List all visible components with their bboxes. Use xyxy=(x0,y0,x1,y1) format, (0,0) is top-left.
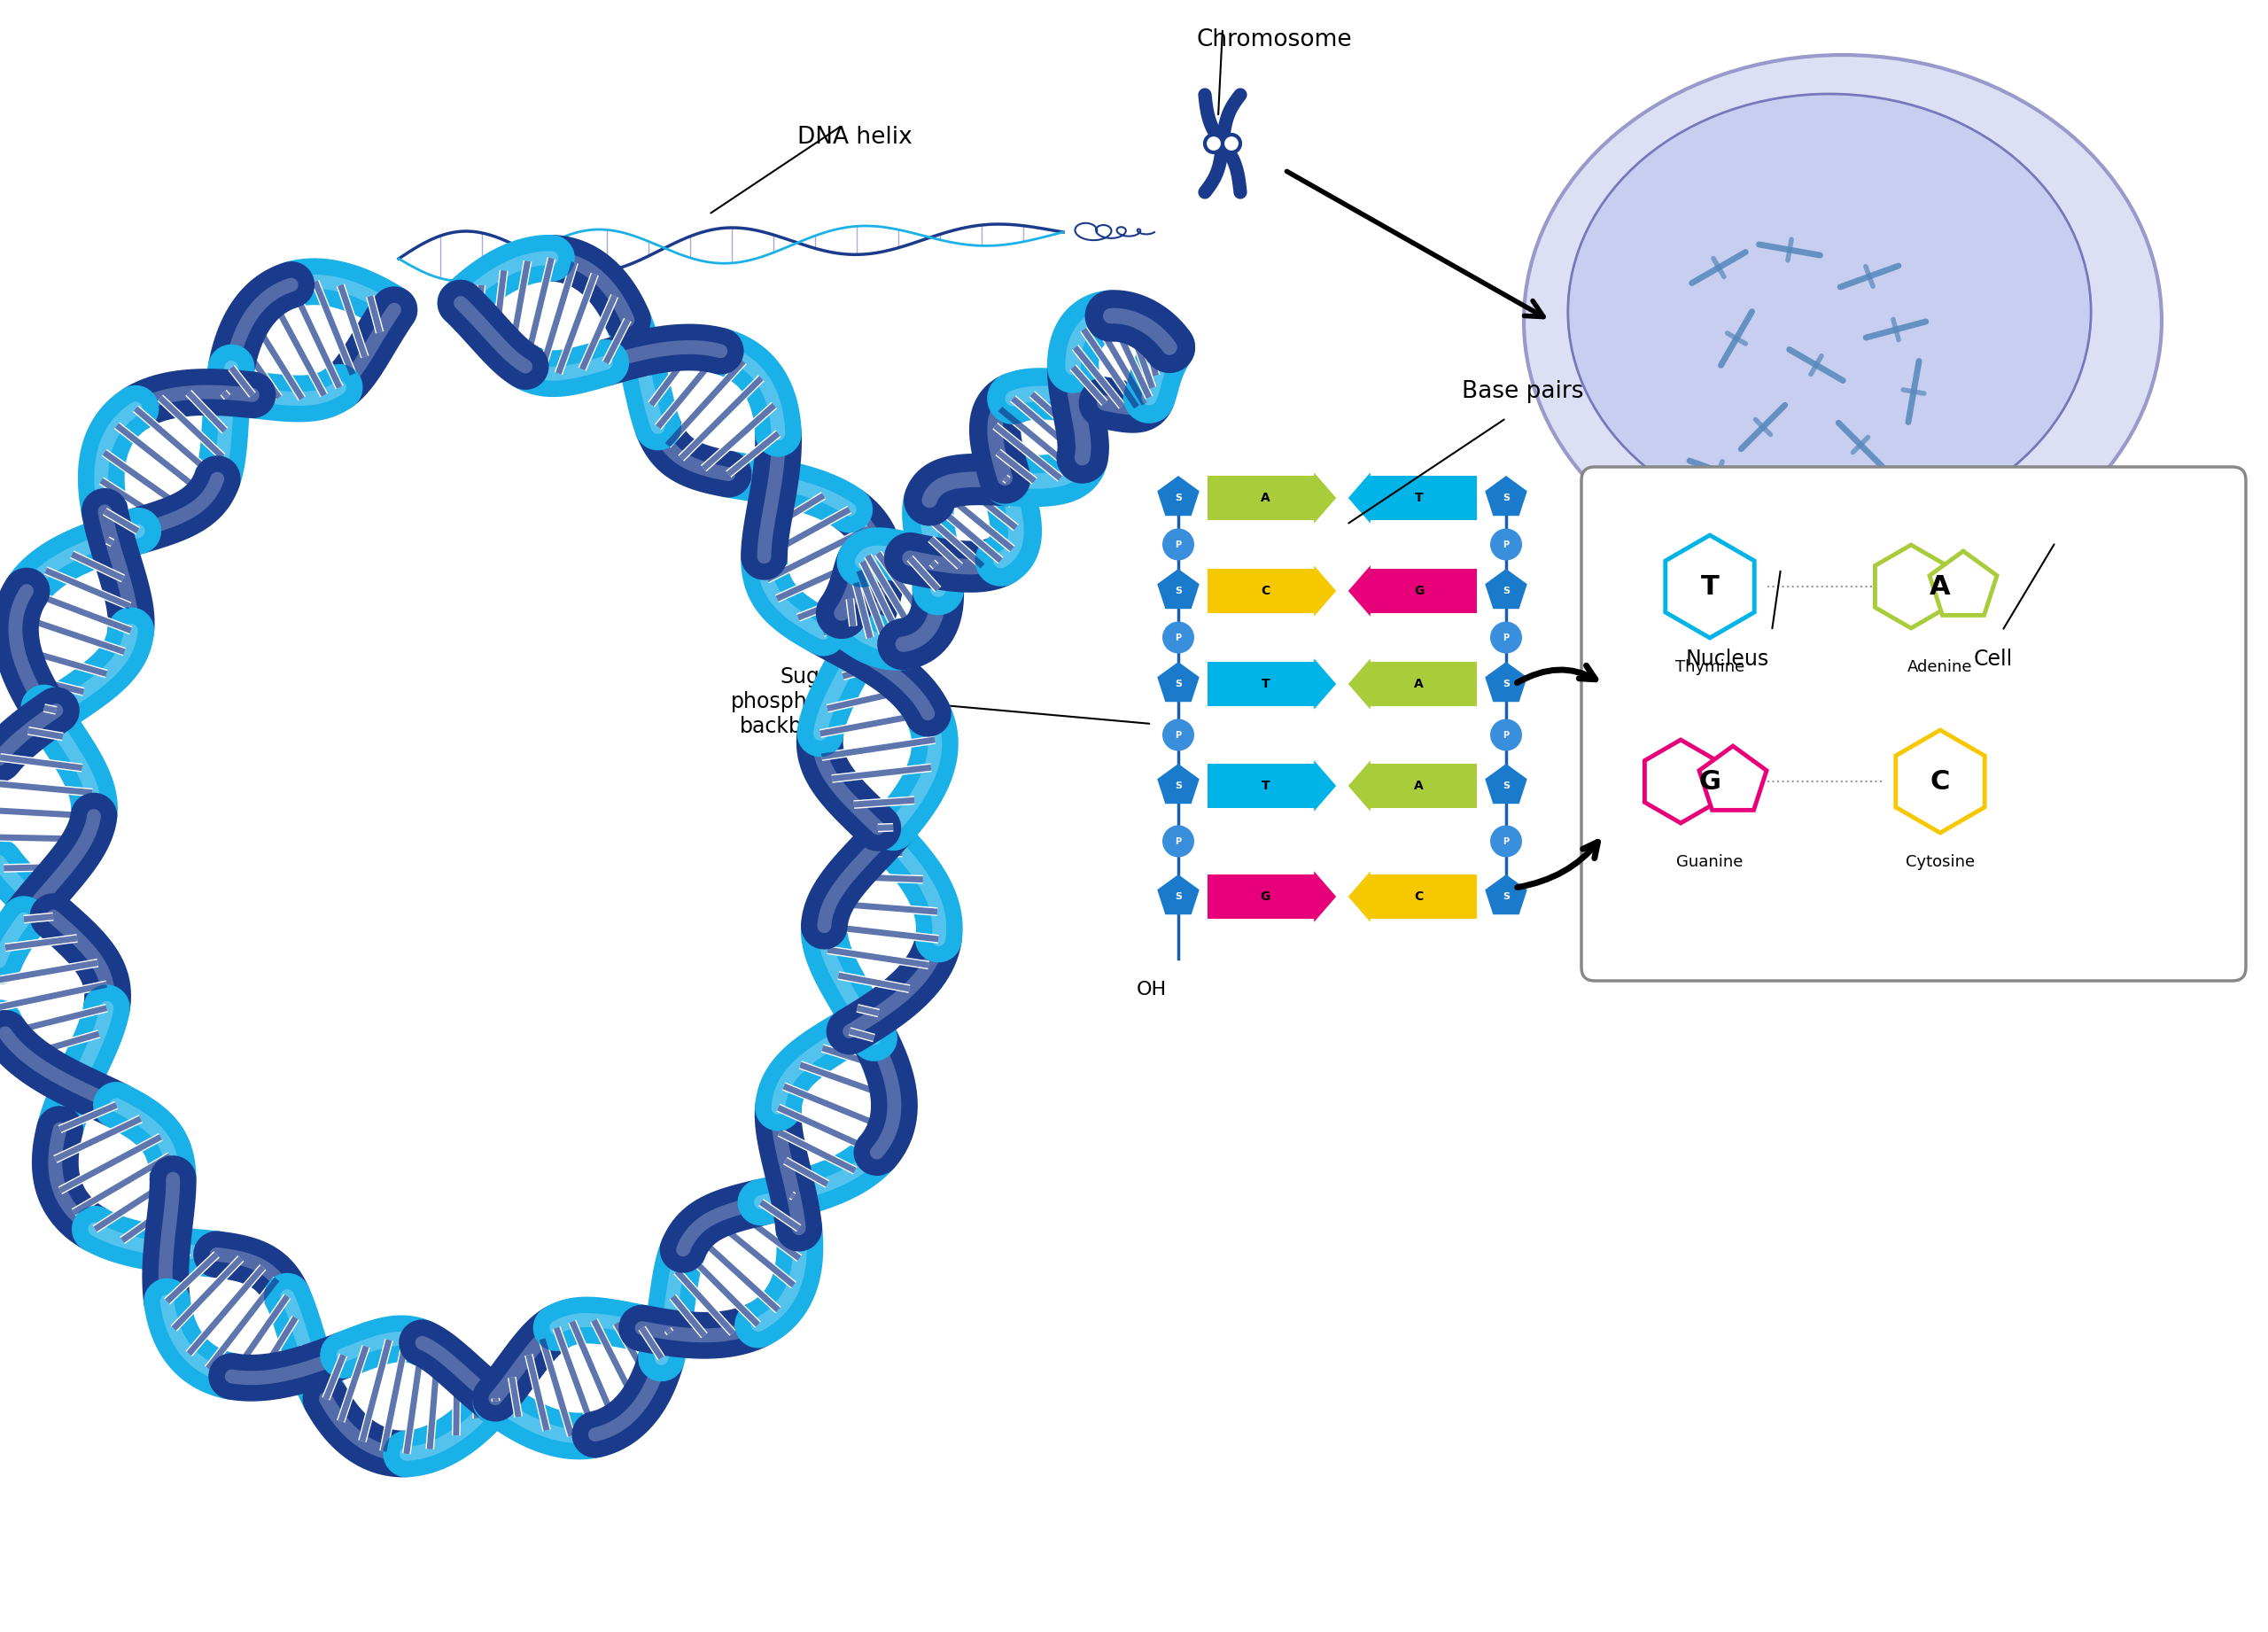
Text: S: S xyxy=(1175,782,1182,790)
Text: P: P xyxy=(1175,633,1182,641)
Polygon shape xyxy=(1486,764,1526,805)
FancyArrow shape xyxy=(1207,871,1336,922)
Text: S: S xyxy=(1504,782,1510,790)
Text: P: P xyxy=(1175,837,1182,845)
Text: Nucleus: Nucleus xyxy=(1685,648,1769,669)
Circle shape xyxy=(1163,720,1195,751)
FancyArrow shape xyxy=(1347,472,1476,524)
Circle shape xyxy=(1163,622,1195,653)
Text: Cell: Cell xyxy=(1973,648,2014,669)
Polygon shape xyxy=(1157,570,1200,609)
Text: G: G xyxy=(1261,891,1270,902)
Text: A: A xyxy=(1415,780,1424,792)
Text: Base pairs: Base pairs xyxy=(1463,380,1583,403)
Text: P: P xyxy=(1175,540,1182,548)
Text: Cytosine: Cytosine xyxy=(1905,854,1975,870)
Circle shape xyxy=(1490,826,1522,857)
FancyArrow shape xyxy=(1207,472,1336,524)
Text: G: G xyxy=(1413,584,1424,597)
Text: P: P xyxy=(1504,731,1508,739)
Text: OH: OH xyxy=(1136,981,1166,999)
Text: Adenine: Adenine xyxy=(1907,659,1973,676)
Text: DNA helix: DNA helix xyxy=(798,126,912,149)
Text: P: P xyxy=(1504,540,1508,548)
FancyArrow shape xyxy=(1347,565,1476,617)
Polygon shape xyxy=(1157,875,1200,914)
Circle shape xyxy=(1163,529,1195,560)
Text: C: C xyxy=(1930,769,1950,795)
FancyArrow shape xyxy=(1347,761,1476,811)
Circle shape xyxy=(1490,720,1522,751)
Text: T: T xyxy=(1261,780,1270,792)
Polygon shape xyxy=(1157,477,1200,516)
FancyArrow shape xyxy=(1207,761,1336,811)
Polygon shape xyxy=(1896,730,1984,832)
FancyArrow shape xyxy=(1207,659,1336,710)
Text: C: C xyxy=(1415,891,1424,902)
Polygon shape xyxy=(1930,552,1996,615)
Text: P: P xyxy=(1175,731,1182,739)
Text: S: S xyxy=(1175,893,1182,901)
Polygon shape xyxy=(1644,739,1717,823)
Text: Guanine: Guanine xyxy=(1676,854,1744,870)
Circle shape xyxy=(1204,135,1222,152)
Text: T: T xyxy=(1415,491,1424,504)
Polygon shape xyxy=(1699,746,1767,809)
Text: Thymine: Thymine xyxy=(1676,659,1744,676)
FancyArrow shape xyxy=(1207,565,1336,617)
Text: S: S xyxy=(1504,893,1510,901)
Polygon shape xyxy=(1486,663,1526,702)
Polygon shape xyxy=(1876,545,1948,628)
Polygon shape xyxy=(1157,764,1200,805)
Text: S: S xyxy=(1175,679,1182,689)
Text: A: A xyxy=(1930,574,1950,599)
Polygon shape xyxy=(1665,535,1755,638)
Polygon shape xyxy=(1486,477,1526,516)
Ellipse shape xyxy=(1567,95,2091,530)
Circle shape xyxy=(1490,622,1522,653)
Text: P: P xyxy=(1504,633,1508,641)
Text: Chromosome: Chromosome xyxy=(1195,28,1352,51)
Text: P: P xyxy=(1504,837,1508,845)
Text: S: S xyxy=(1504,493,1510,503)
Text: T: T xyxy=(1701,574,1719,599)
Polygon shape xyxy=(1486,570,1526,609)
Text: S: S xyxy=(1175,586,1182,596)
Polygon shape xyxy=(1486,875,1526,914)
Text: S: S xyxy=(1504,679,1510,689)
Text: Sugar
phosphate
backbone: Sugar phosphate backbone xyxy=(730,666,841,738)
Text: A: A xyxy=(1261,491,1270,504)
Text: C: C xyxy=(1261,584,1270,597)
Text: S: S xyxy=(1175,493,1182,503)
FancyArrow shape xyxy=(1347,659,1476,710)
Circle shape xyxy=(1222,135,1241,152)
Text: A: A xyxy=(1415,677,1424,690)
Circle shape xyxy=(1490,529,1522,560)
Text: T: T xyxy=(1261,677,1270,690)
FancyArrow shape xyxy=(1347,871,1476,922)
Text: G: G xyxy=(1699,769,1721,795)
Circle shape xyxy=(1163,826,1195,857)
Ellipse shape xyxy=(1524,55,2161,586)
FancyBboxPatch shape xyxy=(1581,467,2245,981)
Text: S: S xyxy=(1504,586,1510,596)
Polygon shape xyxy=(1157,663,1200,702)
